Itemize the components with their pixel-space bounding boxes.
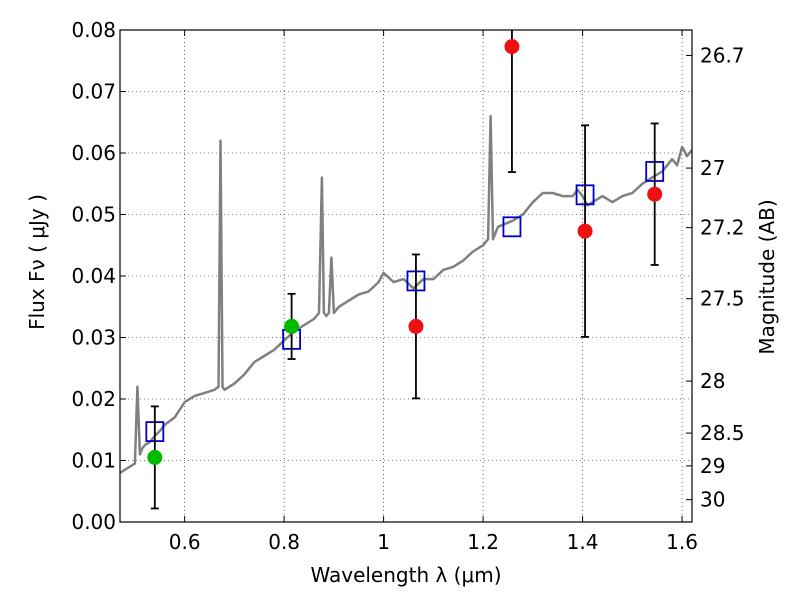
observed-photometry-point [408, 318, 424, 334]
x-tick-label: 1.2 [467, 530, 499, 554]
x-tick-label: 0.8 [268, 530, 300, 554]
observed-photometry-point [647, 186, 663, 202]
x-axis-label: Wavelength λ (μm) [310, 563, 501, 587]
right-tick-label: 28.5 [700, 421, 745, 445]
y-tick-label: 0.07 [71, 80, 116, 104]
y-axis-right-label: Magnitude (AB) [755, 199, 779, 354]
right-tick-label: 27 [700, 156, 725, 180]
observed-photometry-point [147, 449, 163, 465]
right-tick-label: 29 [700, 454, 725, 478]
y-tick-label: 0.01 [71, 449, 116, 473]
x-tick-label: 1.4 [567, 530, 599, 554]
x-tick-label: 1.6 [666, 530, 698, 554]
x-tick-label: 1 [377, 530, 390, 554]
y-tick-label: 0.03 [71, 326, 116, 350]
observed-photometry-point [504, 39, 520, 55]
right-tick-label: 28 [700, 369, 725, 393]
right-tick-label: 26.7 [700, 43, 745, 67]
y-tick-label: 0.04 [71, 264, 116, 288]
y-tick-label: 0.05 [71, 203, 116, 227]
y-axis-label: Flux Fν ( μJy ) [25, 194, 49, 330]
y-tick-label: 0.00 [71, 510, 116, 534]
observed-photometry-point [577, 223, 593, 239]
y-tick-label: 0.02 [71, 387, 116, 411]
y-tick-label: 0.06 [71, 141, 116, 165]
observed-photometry-point [284, 318, 300, 334]
x-tick-label: 0.6 [169, 530, 201, 554]
model-photometry-square [502, 216, 522, 238]
right-tick-label: 27.2 [700, 216, 745, 240]
right-tick-label: 27.5 [700, 287, 745, 311]
y-tick-label: 0.08 [71, 18, 116, 42]
axis-ticks: 0.6 0.8 1 1.2 1.4 1.6 0.00 0.01 0.02 0.03 0.04 0.05… [71, 18, 744, 554]
plot-area [120, 30, 692, 510]
right-tick-label: 30 [700, 488, 725, 512]
grid-lines [120, 30, 692, 522]
